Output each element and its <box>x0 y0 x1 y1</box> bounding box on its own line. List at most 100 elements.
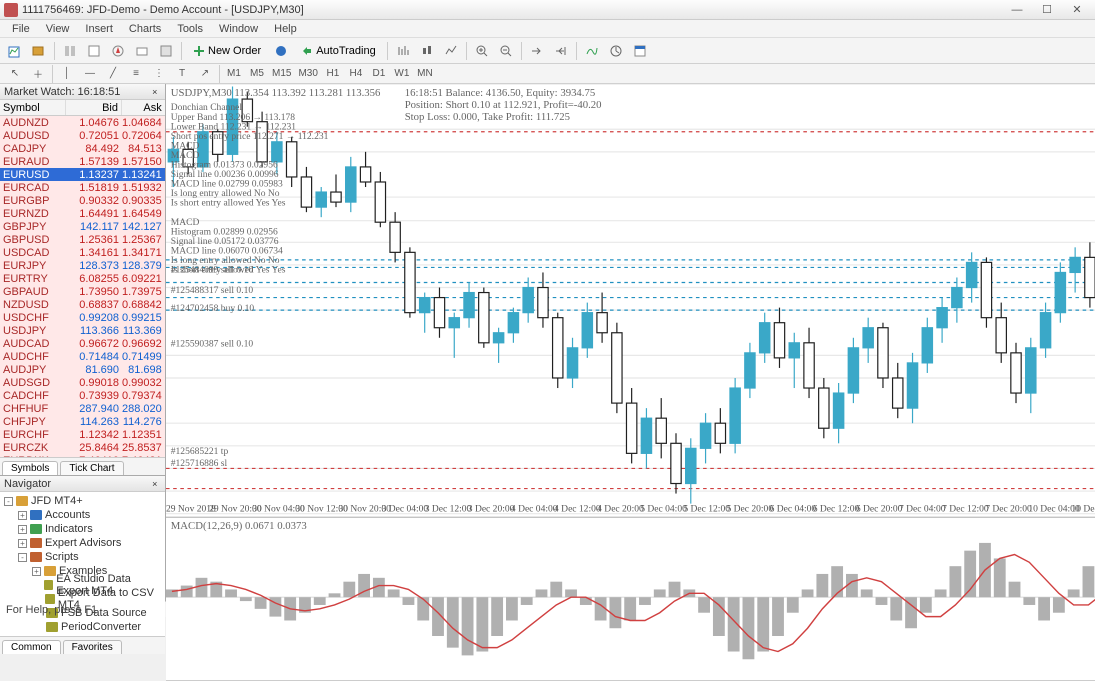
mw-row-AUDUSD[interactable]: AUDUSD0.720510.72064 <box>0 129 165 142</box>
mw-row-EURCAD[interactable]: EURCAD1.518191.51932 <box>0 181 165 194</box>
menu-help[interactable]: Help <box>266 21 305 37</box>
periods-button[interactable] <box>605 41 627 61</box>
mw-row-USDCHF[interactable]: USDCHF0.992080.99215 <box>0 311 165 324</box>
mw-row-AUDCAD[interactable]: AUDCAD0.966720.96692 <box>0 337 165 350</box>
minimize-button[interactable]: — <box>1003 2 1031 18</box>
metaquotes-button[interactable] <box>270 41 292 61</box>
candle-chart-button[interactable] <box>416 41 438 61</box>
chart-tab[interactable]: EURTRY,Monthly <box>422 680 504 681</box>
chart-tab[interactable]: USDJPY,M5 <box>738 680 799 681</box>
indicators-button[interactable] <box>581 41 603 61</box>
mw-row-AUDJPY[interactable]: AUDJPY81.69081.698 <box>0 363 165 376</box>
nav-item[interactable]: +Expert Advisors <box>2 536 163 550</box>
menu-tools[interactable]: Tools <box>169 21 211 37</box>
mw-row-CADCHF[interactable]: CADCHF0.739390.79374 <box>0 389 165 402</box>
mw-row-AUDSGD[interactable]: AUDSGD0.990180.99032 <box>0 376 165 389</box>
autotrading-button[interactable]: AutoTrading <box>294 41 383 61</box>
tf-W1[interactable]: W1 <box>391 66 413 82</box>
nav-item[interactable]: -Scripts <box>2 550 163 564</box>
mw-row-EURGBP[interactable]: EURGBP0.903320.90335 <box>0 194 165 207</box>
tf-M5[interactable]: M5 <box>246 66 268 82</box>
mw-tab-symbols[interactable]: Symbols <box>2 461 58 475</box>
nav-item[interactable]: PeriodConverter <box>2 620 163 634</box>
nav-item[interactable]: -JFD MT4+ <box>2 494 163 508</box>
profiles-button[interactable] <box>28 41 50 61</box>
mw-row-EURCHF[interactable]: EURCHF1.123421.12351 <box>0 428 165 441</box>
nav-item[interactable]: +Indicators <box>2 522 163 536</box>
market-watch-button[interactable] <box>59 41 81 61</box>
strategy-tester-button[interactable] <box>155 41 177 61</box>
mw-row-GBPUSD[interactable]: GBPUSD1.253611.25367 <box>0 233 165 246</box>
mw-row-EURCZK[interactable]: EURCZK25.846425.8537 <box>0 441 165 454</box>
tf-M30[interactable]: M30 <box>295 66 320 82</box>
channel-tool[interactable]: ≡ <box>125 66 147 82</box>
menu-window[interactable]: Window <box>211 21 266 37</box>
mw-row-USDJPY[interactable]: USDJPY113.366113.369 <box>0 324 165 337</box>
mw-row-EURAUD[interactable]: EURAUD1.571391.57150 <box>0 155 165 168</box>
chart-tab[interactable]: USDJPY,M15 <box>1060 680 1095 681</box>
cursor-tool[interactable]: ↖ <box>4 66 26 82</box>
crosshair-tool[interactable]: ＋ <box>27 66 49 82</box>
mw-row-AUDCHF[interactable]: AUDCHF0.714840.71499 <box>0 350 165 363</box>
templates-button[interactable] <box>629 41 651 61</box>
trendline-tool[interactable]: ╱ <box>102 66 124 82</box>
chart-tab[interactable]: USDJPY,M15 <box>930 680 996 681</box>
navigator-button[interactable] <box>107 41 129 61</box>
chart-tab[interactable]: USDJPY,M15 <box>800 680 866 681</box>
arrow-tool[interactable]: ↗ <box>194 66 216 82</box>
mw-row-AUDNZD[interactable]: AUDNZD1.046761.04684 <box>0 116 165 129</box>
mw-row-EURUSD[interactable]: EURUSD1.132371.13241 <box>0 168 165 181</box>
line-chart-button[interactable] <box>440 41 462 61</box>
maximize-button[interactable]: ☐ <box>1033 2 1061 18</box>
tf-D1[interactable]: D1 <box>368 66 390 82</box>
nav-tab-common[interactable]: Common <box>2 640 61 654</box>
chart-tab[interactable]: EURAUD,Monthly <box>337 680 421 681</box>
data-window-button[interactable] <box>83 41 105 61</box>
zoom-in-button[interactable] <box>471 41 493 61</box>
hline-tool[interactable]: — <box>79 66 101 82</box>
chart-area[interactable]: 113.910113.730113.640113.460113.366113.2… <box>166 84 1095 680</box>
bar-chart-button[interactable] <box>392 41 414 61</box>
chart-tab[interactable]: GBPAUD,Monthly <box>168 680 251 681</box>
auto-scroll-button[interactable] <box>526 41 548 61</box>
close-button[interactable]: ✕ <box>1063 2 1091 18</box>
mw-row-EURJPY[interactable]: EURJPY128.373128.379 <box>0 259 165 272</box>
nav-item[interactable]: +Accounts <box>2 508 163 522</box>
text-tool[interactable]: T <box>171 66 193 82</box>
menu-view[interactable]: View <box>38 21 78 37</box>
mw-row-NZDUSD[interactable]: NZDUSD0.688370.68842 <box>0 298 165 311</box>
tf-M1[interactable]: M1 <box>223 66 245 82</box>
chart-tab[interactable]: EURCAD,Monthly <box>252 680 336 681</box>
tf-H1[interactable]: H1 <box>322 66 344 82</box>
chart-shift-button[interactable] <box>550 41 572 61</box>
new-order-button[interactable]: New Order <box>186 41 268 61</box>
mw-tab-tickchart[interactable]: Tick Chart <box>60 461 123 475</box>
menu-file[interactable]: File <box>4 21 38 37</box>
mw-row-USDCAD[interactable]: USDCAD1.341611.34171 <box>0 246 165 259</box>
tf-MN[interactable]: MN <box>414 66 436 82</box>
mw-row-EURTRY[interactable]: EURTRY6.082556.09221 <box>0 272 165 285</box>
vline-tool[interactable]: │ <box>56 66 78 82</box>
chart-tab[interactable]: USDJPY,M30 <box>671 680 737 681</box>
mw-row-CHFJPY[interactable]: CHFJPY114.263114.276 <box>0 415 165 428</box>
mw-row-EURNZD[interactable]: EURNZD1.644911.64549 <box>0 207 165 220</box>
terminal-button[interactable] <box>131 41 153 61</box>
chart-tab[interactable]: EURNZD,Monthly <box>505 680 589 681</box>
tf-H4[interactable]: H4 <box>345 66 367 82</box>
tf-M15[interactable]: M15 <box>269 66 294 82</box>
zoom-out-button[interactable] <box>495 41 517 61</box>
fibo-tool[interactable]: ⋮ <box>148 66 170 82</box>
mw-row-CADJPY[interactable]: CADJPY84.49284.513 <box>0 142 165 155</box>
chart-tab[interactable]: USDJPY,M5 <box>997 680 1058 681</box>
nav-tab-favorites[interactable]: Favorites <box>63 640 122 654</box>
navigator-close[interactable]: × <box>149 478 161 490</box>
market-watch-close[interactable]: × <box>149 86 161 98</box>
new-chart-button[interactable] <box>4 41 26 61</box>
mw-row-GBPAUD[interactable]: GBPAUD1.739501.73975 <box>0 285 165 298</box>
mw-row-CHFHUF[interactable]: CHFHUF287.940288.020 <box>0 402 165 415</box>
menu-charts[interactable]: Charts <box>121 21 169 37</box>
chart-tab[interactable]: USDJPY,M5 <box>868 680 929 681</box>
chart-tab[interactable]: CADJPY,Monthly <box>589 680 669 681</box>
mw-row-GBPJPY[interactable]: GBPJPY142.117142.127 <box>0 220 165 233</box>
menu-insert[interactable]: Insert <box>77 21 121 37</box>
